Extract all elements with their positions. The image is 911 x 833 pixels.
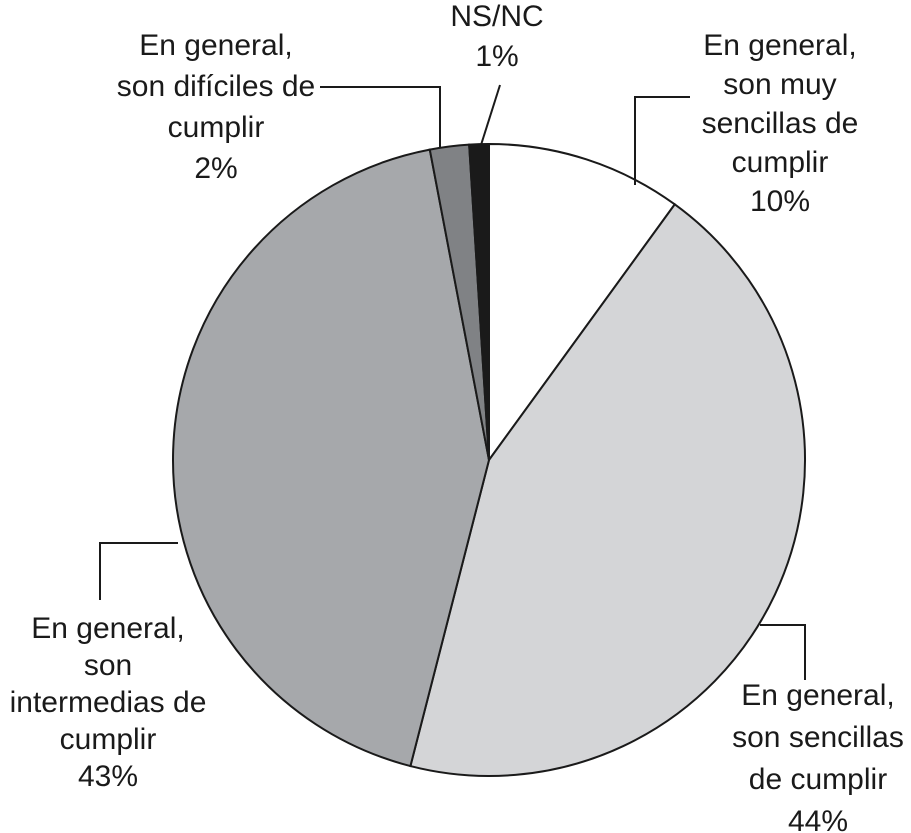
label-line: cumplir [168,111,265,144]
value-label: 2% [194,152,237,185]
slice-label: En general, son difíciles de cumplir [117,29,315,144]
leader-line [480,84,501,146]
value-label: 44% [788,805,848,833]
label-line: En general, [741,679,894,712]
label-line: son difíciles de [117,70,315,103]
slice-label: En general, son sencillas de cumplir [732,679,904,796]
label-line: cumplir [60,723,157,756]
pie-slice [172,148,491,768]
value-label: 10% [750,185,810,218]
label-line: En general, [703,29,856,62]
label-line: En general, [31,612,184,645]
label-line: En general, [139,29,292,62]
label-line: sencillas de [702,107,859,140]
leader-line [760,624,806,680]
pie-slice [409,202,806,777]
leader-line [634,96,690,185]
slice-label: En general, son muy sencillas de cumplir [702,29,859,179]
label-line: son muy [723,68,836,101]
label-line: de cumplir [749,763,887,796]
value-label: 1% [475,40,518,73]
slice-label: NS/NC [450,0,543,33]
label-line: son sencillas [732,721,904,754]
leader-line [320,86,441,148]
label-line: intermedias de [10,686,207,719]
pie-slice [488,142,677,464]
slice-label: En general, son intermedias de cumplir [10,612,207,756]
label-line: cumplir [732,146,829,179]
leader-line [99,542,178,600]
value-label: 43% [78,760,138,793]
label-line: NS/NC [450,0,543,33]
label-line: son [84,649,132,682]
pie-slice [468,142,490,461]
